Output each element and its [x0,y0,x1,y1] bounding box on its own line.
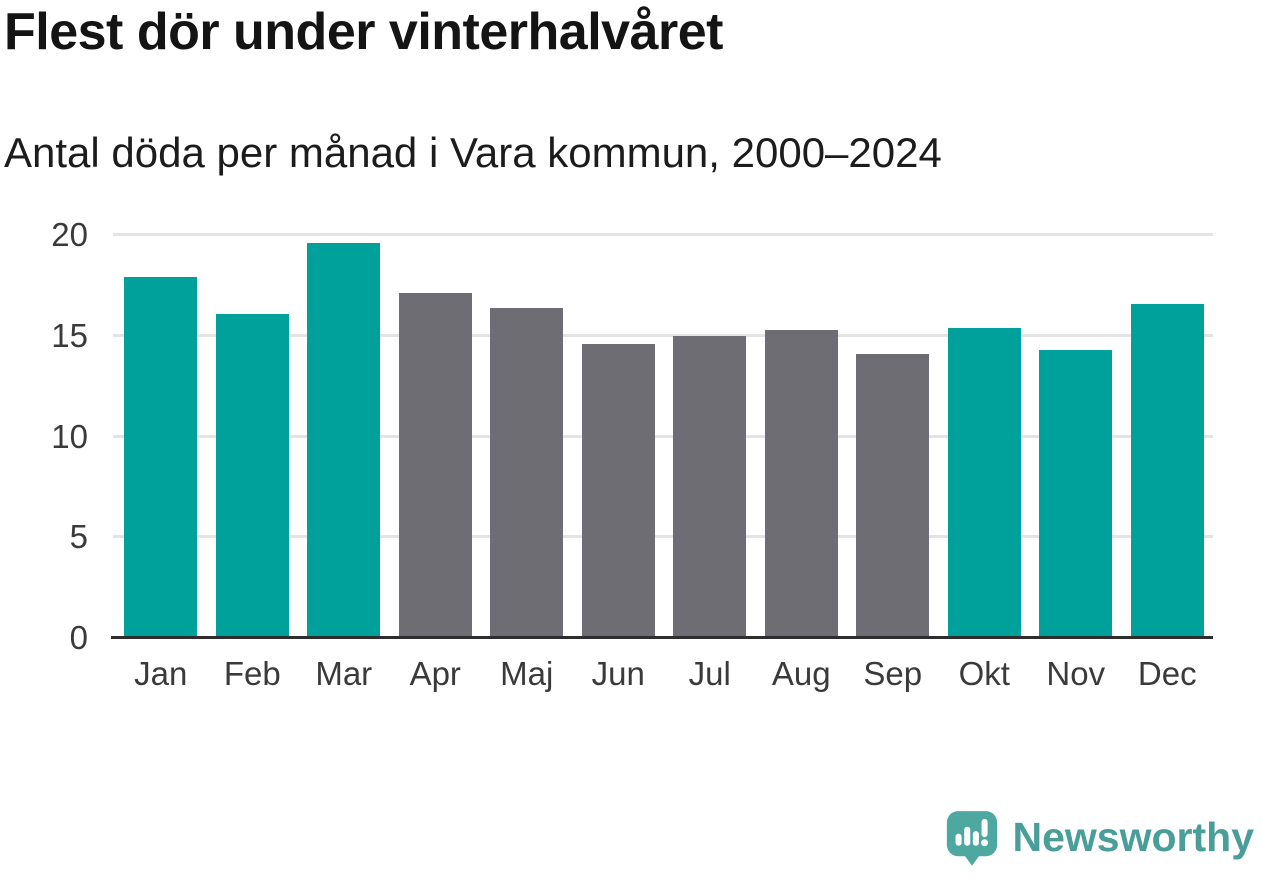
bar-jan [124,277,197,638]
x-tick-label-okt: Okt [958,655,1010,692]
chart-subtitle: Antal döda per månad i Vara kommun, 2000… [4,129,942,176]
y-tick-label-10: 10 [51,417,88,455]
x-tick-label-mar: Mar [315,655,373,692]
bar-feb [216,313,289,638]
x-tick-label-dec: Dec [1137,655,1197,692]
x-tick-label-jul: Jul [688,655,731,692]
y-tick-label-0: 0 [69,619,88,656]
bar-aug [765,329,838,638]
y-tick-label-20: 20 [51,216,88,253]
bar-mar [307,243,380,638]
y-axis: 0 5 10 15 20 [0,216,88,656]
x-axis: Jan Feb Mar Apr Maj Jun Jul Aug Sep Okt Nov Dec [115,654,1213,700]
gridline-15 [113,333,1213,337]
x-tick-label-jun: Jun [591,655,645,692]
newsworthy-logo: Newsworthy [946,810,1255,871]
gridline-10 [113,434,1213,438]
x-tick-label-sep: Sep [863,655,923,692]
x-tick-label-feb: Feb [223,655,281,692]
x-tick-label-nov: Nov [1046,655,1106,692]
brand-name: Newsworthy [1012,814,1255,860]
y-tick-label-5: 5 [69,518,88,556]
bar-dec [1131,303,1204,638]
chart-title: Flest dör under vinterhalvåret [4,3,723,61]
bar-okt [948,327,1021,638]
bar-nov [1039,349,1112,638]
y-tick-label-15: 15 [51,316,88,354]
bar-apr [399,293,472,638]
bar-jul [673,335,746,638]
plot-area [111,233,1213,639]
gridline-20 [113,233,1213,236]
bar-jun [582,343,655,638]
x-tick-label-maj: Maj [500,655,554,692]
x-tick-label-apr: Apr [409,655,461,692]
bar-maj [490,307,563,638]
bar-sep [856,353,929,638]
speech-bubble-shape [946,811,997,866]
newsworthy-logo-icon [946,810,998,871]
x-tick-label-jan: Jan [134,655,188,692]
gridline-5 [113,535,1213,539]
x-tick-label-aug: Aug [771,655,831,692]
x-axis-line [111,636,1213,639]
